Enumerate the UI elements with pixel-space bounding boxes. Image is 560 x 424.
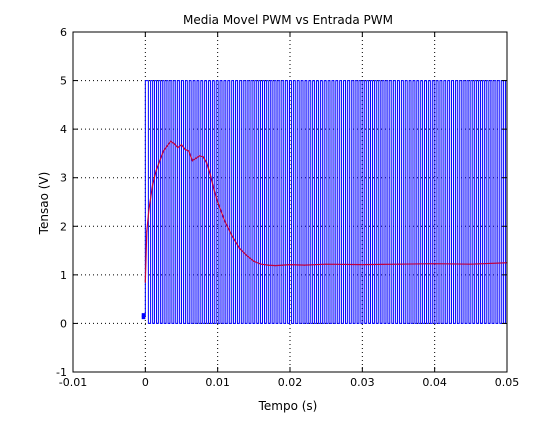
moving-average-point <box>253 260 255 262</box>
moving-average-point <box>213 189 215 191</box>
y-tick-label: 0 <box>60 317 67 330</box>
pwm-pre-start-baseline <box>141 313 146 320</box>
moving-average-point <box>166 145 168 147</box>
moving-average-point <box>209 174 212 176</box>
x-tick-label: 0.05 <box>495 376 520 389</box>
moving-average-point <box>434 263 436 265</box>
chart-title: Media Movel PWM vs Entrada PWM <box>183 13 393 27</box>
moving-average-point <box>162 150 165 152</box>
moving-average-point <box>303 264 306 266</box>
x-tick-label: 0 <box>142 376 149 389</box>
moving-average-point <box>282 264 284 266</box>
moving-average-point <box>470 263 472 265</box>
y-tick-label: 1 <box>60 269 67 282</box>
moving-average-point <box>198 155 201 157</box>
moving-average-point <box>173 143 175 145</box>
moving-average-point <box>180 144 183 146</box>
y-tick-label: 2 <box>60 220 67 233</box>
moving-average-point <box>224 220 226 223</box>
pwm-input-series <box>141 80 507 324</box>
moving-average-point <box>148 208 150 210</box>
moving-average-point <box>146 230 148 232</box>
y-tick-label: -1 <box>56 366 67 379</box>
moving-average-point <box>260 263 262 265</box>
moving-average-point <box>159 160 161 162</box>
moving-average-point <box>325 263 327 265</box>
x-tick-label: 0.04 <box>422 376 447 389</box>
x-tick-label: 0.02 <box>278 376 303 389</box>
data-layer <box>141 80 508 324</box>
moving-average-point <box>202 156 204 158</box>
moving-average-point <box>397 263 400 265</box>
x-tick-label: -0.01 <box>59 376 87 389</box>
tick-layer: -0.01 0 0.01 0.02 0.03 0.04 0.05 -1 0 1 2 3 4 5 6 <box>56 26 519 389</box>
x-tick-label: 0.01 <box>205 376 230 389</box>
x-tick-label: 0.03 <box>350 376 375 389</box>
y-axis-label: Tensao (V) <box>37 172 51 236</box>
moving-average-point <box>170 140 172 142</box>
y-tick-label: 5 <box>60 75 67 88</box>
moving-average-point <box>246 254 248 257</box>
moving-average-point <box>289 264 291 266</box>
moving-average-point <box>267 264 269 266</box>
x-axis-label: Tempo (s) <box>258 399 318 413</box>
moving-average-point <box>217 201 219 203</box>
moving-average-point <box>274 265 277 267</box>
y-tick-label: 3 <box>60 172 67 185</box>
y-tick-label: 4 <box>60 123 67 136</box>
moving-average-point <box>177 147 179 149</box>
moving-average-point <box>238 247 240 249</box>
moving-average-point <box>206 162 208 164</box>
moving-average-point <box>151 184 154 186</box>
y-tick-label: 6 <box>60 26 67 39</box>
moving-average-point <box>155 169 157 172</box>
moving-average-point <box>188 150 190 152</box>
moving-average-point <box>195 157 197 159</box>
moving-average-point <box>144 281 146 283</box>
moving-average-point <box>191 160 193 162</box>
moving-average-point <box>361 264 363 266</box>
moving-average-point <box>231 235 233 237</box>
moving-average-point <box>184 148 186 151</box>
